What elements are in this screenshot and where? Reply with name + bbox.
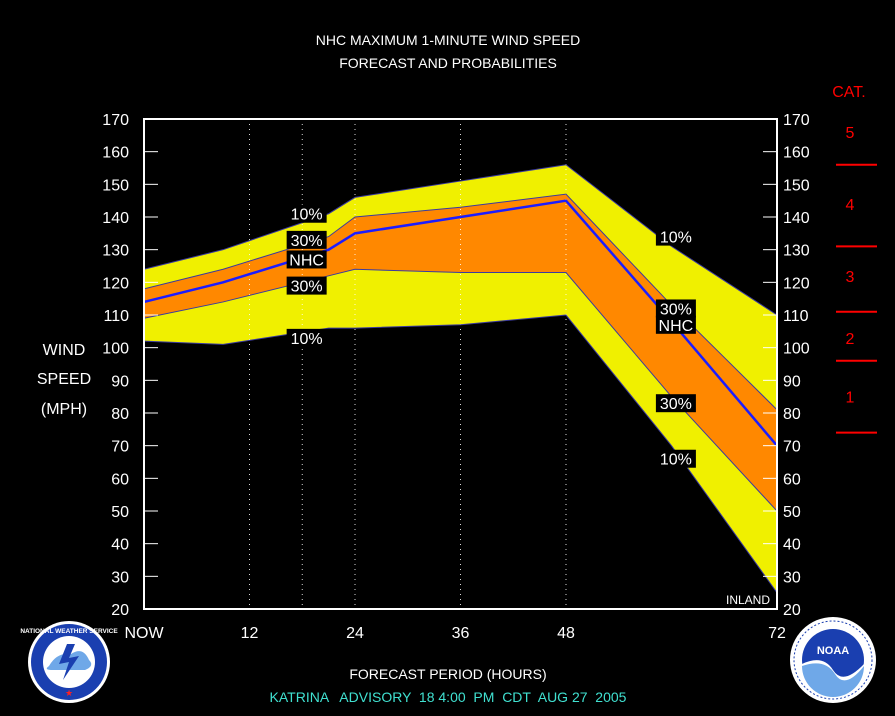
category-label: 5 [846,125,855,142]
vertical-grid [249,119,567,609]
band-label-box [286,276,327,295]
y-tick-label-right: 80 [783,406,801,423]
y-tick-label-right: 110 [783,308,809,325]
series-line-inner-lower [143,268,778,512]
series-line-outer-lower [143,314,778,593]
x-tick-label: 72 [768,625,786,642]
y-tick-label-right: 50 [783,504,801,521]
noaa-logo: NOAA [790,617,876,703]
series-line-inner-upper [143,193,778,411]
y-label-line-2: SPEED [37,371,91,388]
chart-title: NHC MAXIMUM 1-MINUTE WIND SPEED [316,32,580,48]
x-tick-label: 36 [452,625,470,642]
category-label: 2 [846,331,855,348]
band-label-box [286,230,327,249]
band-label-box [655,227,696,246]
y-tick-label-right: 70 [783,439,801,456]
y-tick-label-left: 70 [111,439,129,456]
series-line-forecast [143,199,778,447]
y-tick-label-right: 90 [783,373,801,390]
band-label: 10% [291,207,323,224]
y-tick-label-right: 130 [783,243,810,260]
y-tick-label-right: 100 [783,341,810,358]
svg-text:★: ★ [65,688,73,698]
y-tick-label-right: 30 [783,569,801,586]
category-label: 4 [846,197,855,214]
category-scale: 5 4 3 2 1 [836,125,877,434]
y-axis-ticks: 20 20 30 30 40 40 50 50 60 60 70 70 80 80 90 90 100 100 11… [102,112,810,619]
y-tick-label-left: 40 [111,537,129,554]
series-line-outer-upper [143,164,778,316]
y-tick-label-left: 110 [103,308,129,325]
x-axis-label: FORECAST PERIOD (HOURS) [349,666,546,682]
band-label: 10% [660,230,692,247]
x-axis-ticks: NOW 12 24 36 48 72 [124,625,786,642]
y-tick-label-left: 120 [102,275,129,292]
band-label-box [655,394,696,413]
y-label-line-3: (MPH) [41,401,87,418]
y-tick-label-left: 100 [102,341,129,358]
band-label: 30% [291,279,323,296]
inland-label: INLAND [726,593,770,607]
band-label: 10% [291,331,323,348]
band-label-box [286,204,327,223]
advisory-footer: KATRINA ADVISORY 18 4:00 PM CDT AUG 27 2… [270,689,627,705]
y-tick-label-right: 170 [783,112,810,129]
y-tick-label-left: 80 [111,406,129,423]
y-tick-label-right: 120 [783,275,810,292]
y-tick-label-left: 140 [102,210,129,227]
inner-30pct-band [144,194,777,511]
band-label-box [655,315,696,334]
band-label: 30% [660,396,692,413]
category-title: CAT. [832,84,865,101]
band-label: 10% [660,452,692,469]
probability-bands [144,164,777,593]
category-label: 1 [846,390,855,407]
chart-subtitle: FORECAST AND PROBABILITIES [339,55,557,71]
band-label: 30% [660,301,692,318]
band-label-box [655,299,696,318]
y-tick-label-left: 160 [102,145,129,162]
y-tick-label-left: 150 [102,177,129,194]
y-tick-label-right: 60 [783,471,801,488]
y-tick-label-left: 30 [111,569,129,586]
nws-logo: NATIONAL WEATHER SERVICE ★ [20,621,118,703]
y-label-line-1: WIND [43,342,86,359]
y-tick-label-left: 130 [102,243,129,260]
x-tick-label: NOW [124,625,164,642]
x-tick-label: 24 [346,625,364,642]
nws-logo-text: NATIONAL WEATHER SERVICE [20,628,118,635]
x-tick-label: 12 [241,625,259,642]
y-tick-label-right: 140 [783,210,810,227]
band-label: 30% [291,233,323,250]
series-lines [143,164,778,593]
y-tick-label-left: 20 [111,602,129,619]
y-tick-label-left: 50 [111,504,129,521]
band-label: NHC [659,318,694,335]
band-label-box [286,328,327,347]
y-tick-label-right: 160 [783,145,810,162]
y-tick-label-right: 40 [783,537,801,554]
band-label: NHC [289,252,324,269]
band-label-box [286,250,327,269]
y-tick-label-left: 170 [102,112,129,129]
plot-frame [143,118,778,610]
y-tick-label-right: 20 [783,602,801,619]
x-tick-label: 48 [557,625,575,642]
y-tick-label-left: 90 [111,373,129,390]
category-label: 3 [846,269,855,286]
y-tick-label-right: 150 [783,177,810,194]
y-tick-label-left: 60 [111,471,129,488]
band-label-box [655,449,696,468]
noaa-logo-text: NOAA [817,645,849,657]
